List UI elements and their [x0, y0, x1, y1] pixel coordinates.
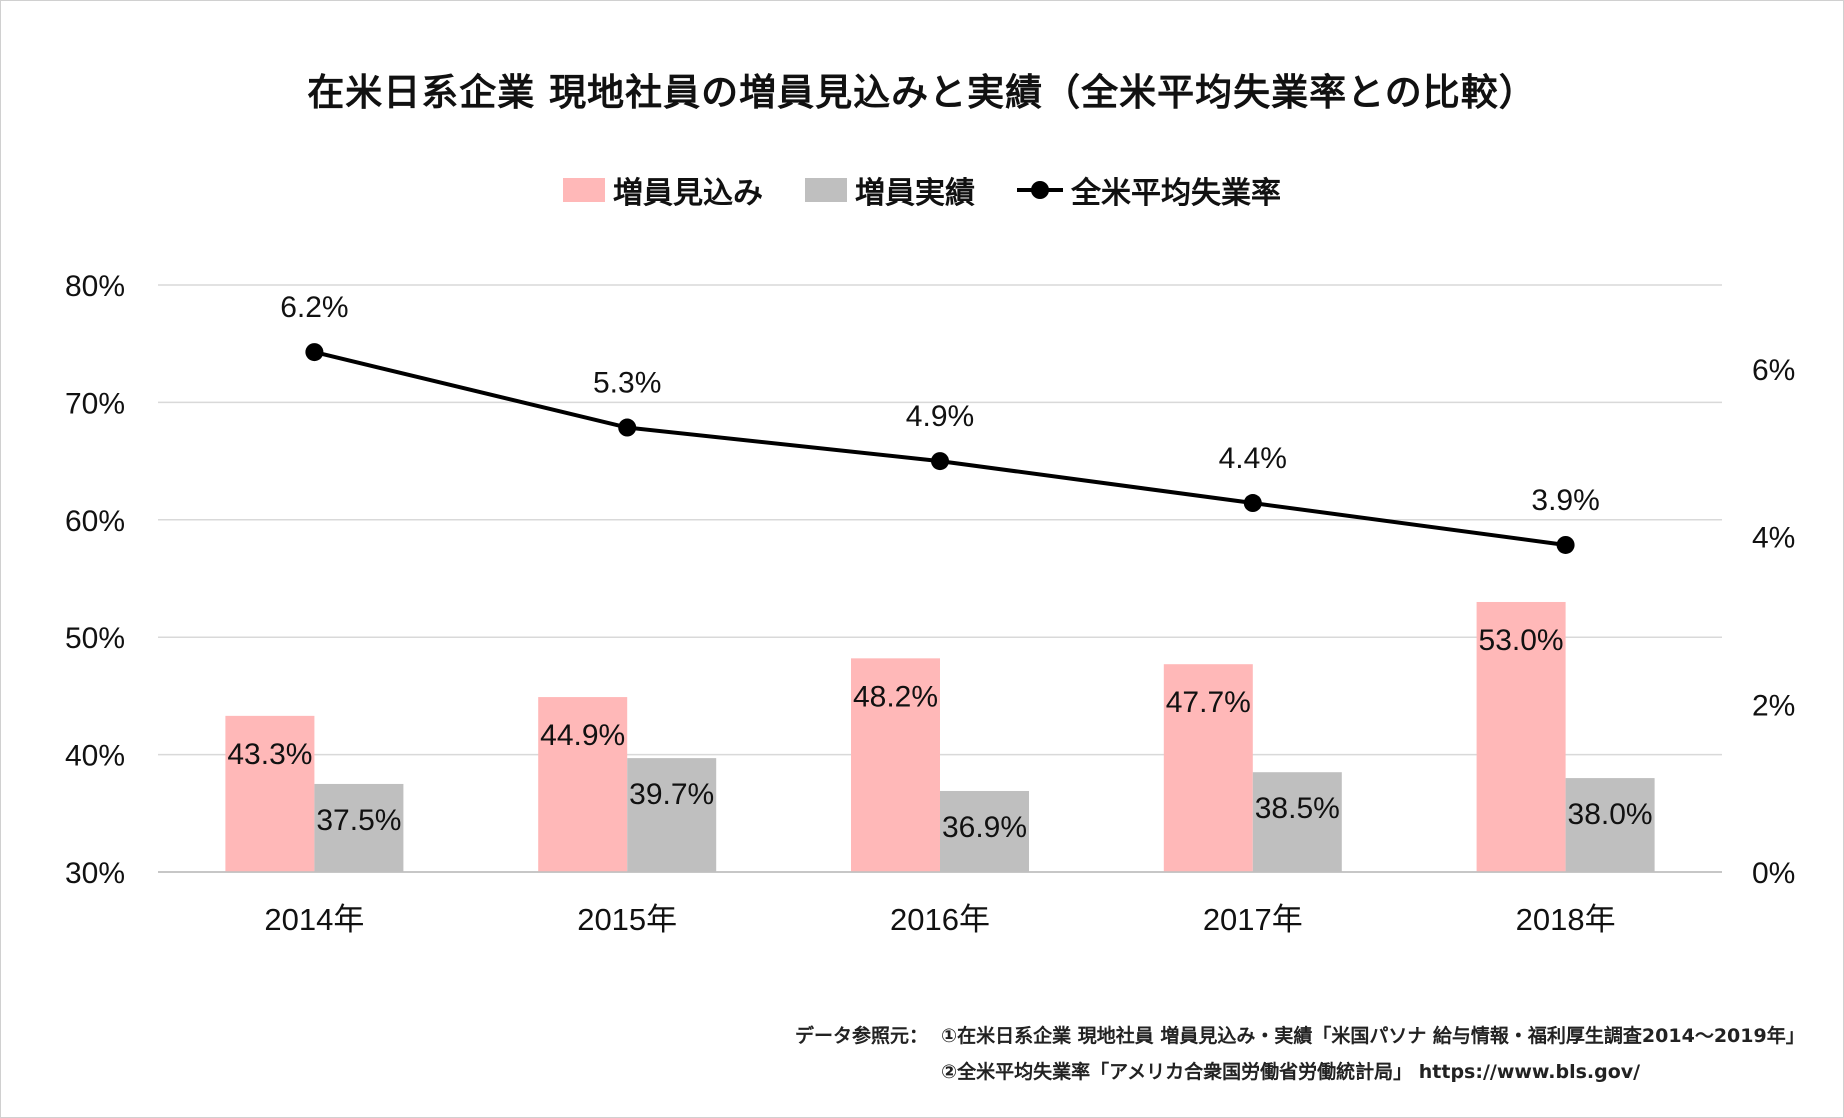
unemployment-point — [1243, 494, 1262, 513]
bar-expected — [538, 697, 628, 872]
footer: データ参照元： ①在米日系企業 現地社員 増員見込み・実績「米国パソナ 給与情報・… — [795, 1018, 1805, 1090]
x-tick-label: 2017年 — [1203, 902, 1303, 937]
footer-source-1: ①在米日系企業 現地社員 増員見込み・実績「米国パソナ 給与情報・福利厚生調査2… — [941, 1025, 1805, 1047]
bar-actual — [627, 758, 717, 872]
legend-item-unemployment: 全米平均失業率 — [1017, 168, 1281, 212]
bar-expected — [851, 658, 940, 872]
unemployment-label: 4.4% — [1219, 442, 1287, 475]
y-left-tick-label: 50% — [65, 622, 125, 655]
legend-item-actual: 増員実績 — [805, 168, 975, 212]
legend-label-expected: 増員見込み — [613, 176, 763, 211]
y-right-tick-label: 4% — [1752, 522, 1795, 555]
unemployment-point — [1556, 535, 1575, 554]
legend: 増員見込み 増員実績 全米平均失業率 — [0, 168, 1844, 212]
unemployment-point — [305, 343, 324, 362]
unemployment-label: 5.3% — [593, 367, 661, 400]
x-tick-label: 2018年 — [1516, 902, 1616, 937]
bar-actual-label: 38.5% — [1255, 792, 1340, 825]
legend-swatch-expected — [563, 178, 605, 202]
bar-actual-label: 36.9% — [942, 811, 1027, 844]
y-right-tick-label: 0% — [1752, 857, 1795, 890]
unemployment-point — [618, 418, 637, 437]
chart-title: 在米日系企業 現地社員の増員見込みと実績（全米平均失業率との比較） — [307, 71, 1537, 114]
unemployment-line — [313, 350, 1566, 547]
bar-expected — [225, 715, 315, 872]
bar-expected-label: 44.9% — [540, 719, 625, 752]
bar-actual — [940, 790, 1029, 872]
bar-expected — [1476, 601, 1566, 872]
x-tick-label: 2016年 — [890, 902, 990, 937]
bar-expected-label: 47.7% — [1166, 686, 1251, 719]
y-right-tick-label: 2% — [1752, 689, 1795, 722]
x-tick-label: 2014年 — [264, 902, 364, 937]
unemployment-label: 3.9% — [1531, 484, 1599, 517]
y-left-tick-label: 40% — [65, 740, 125, 773]
bar-expected-label: 53.0% — [1479, 624, 1564, 657]
footer-source-2: ②全米平均失業率「アメリカ合衆国労働省労働統計局」 https://www.bl… — [941, 1061, 1641, 1083]
legend-swatch-unemployment — [1017, 178, 1063, 202]
y-left-tick-label: 70% — [65, 387, 125, 420]
bar-actual — [314, 783, 404, 872]
unemployment-point — [931, 452, 949, 471]
bar-actual — [1252, 772, 1342, 872]
bar-actual-label: 39.7% — [629, 778, 714, 811]
y-left-tick-label: 80% — [65, 270, 125, 303]
unemployment-label: 6.2% — [280, 291, 348, 324]
legend-item-expected: 増員見込み — [563, 168, 763, 212]
unemployment-label: 4.9% — [906, 400, 974, 433]
legend-label-actual: 増員実績 — [855, 176, 975, 211]
legend-label-unemployment: 全米平均失業率 — [1071, 176, 1281, 211]
x-tick-label: 2015年 — [577, 902, 677, 937]
footer-label: データ参照元： — [795, 1025, 929, 1047]
y-right-tick-label: 6% — [1752, 354, 1795, 387]
legend-swatch-actual — [805, 178, 847, 202]
bar-actual-label: 37.5% — [316, 804, 401, 837]
bar-actual — [1565, 778, 1655, 872]
bar-actual-label: 38.0% — [1568, 798, 1653, 831]
bar-expected — [1163, 664, 1253, 872]
y-left-tick-label: 60% — [65, 505, 125, 538]
bar-expected-label: 48.2% — [853, 680, 938, 713]
y-left-tick-label: 30% — [65, 857, 125, 890]
bar-expected-label: 43.3% — [227, 738, 312, 771]
